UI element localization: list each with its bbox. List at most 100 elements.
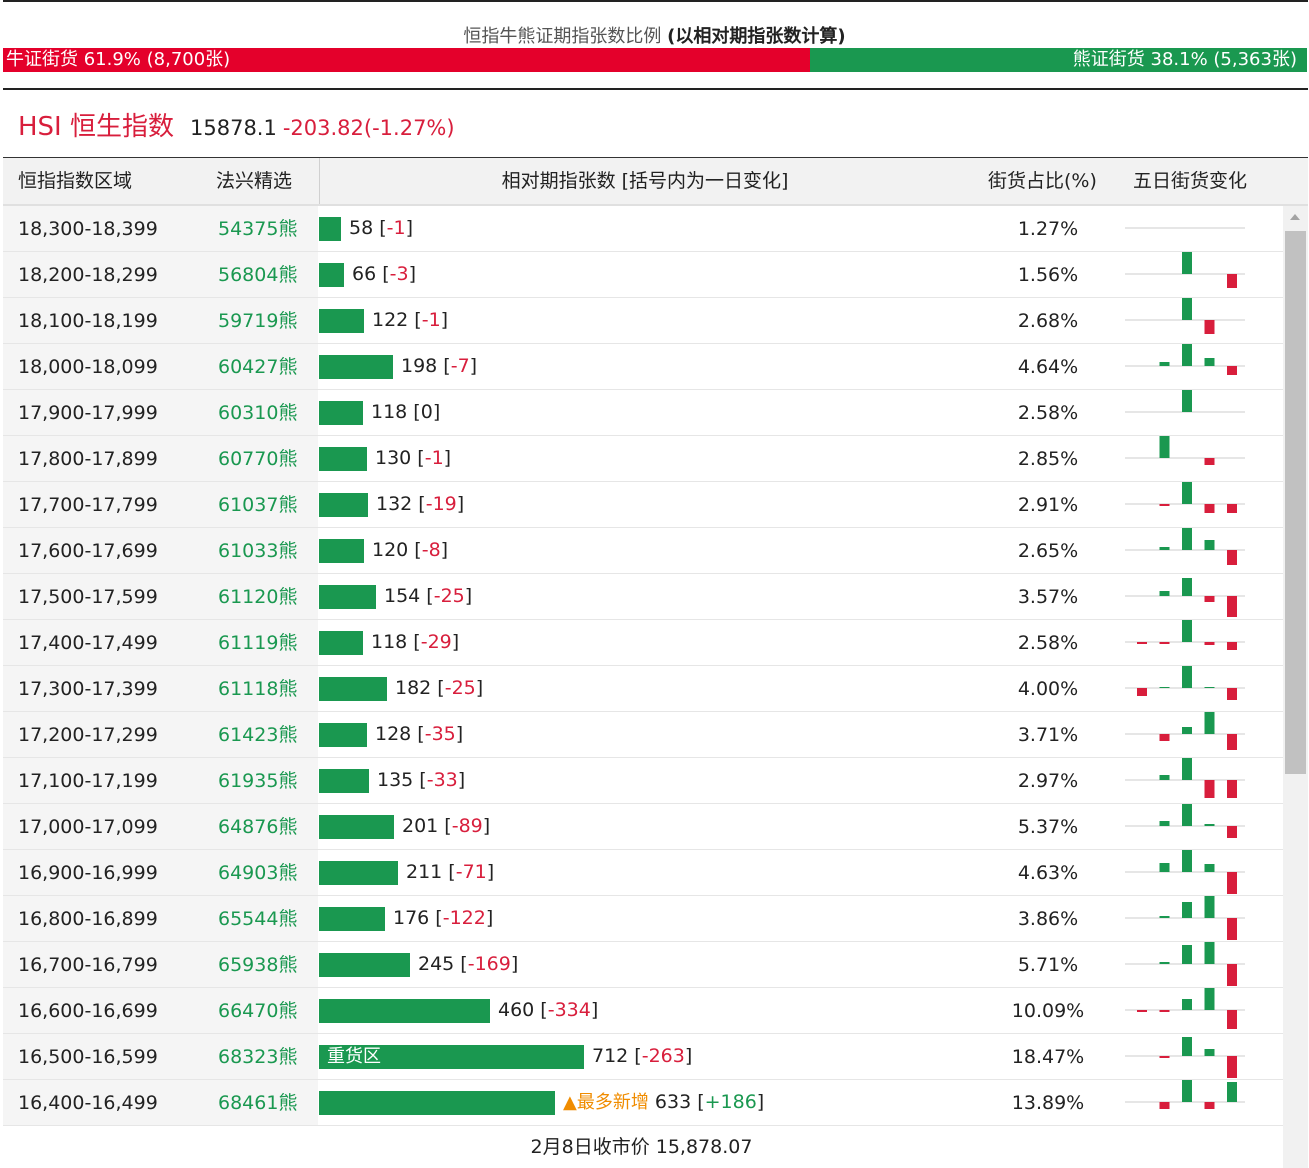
pick-link[interactable]: 65544熊 <box>218 908 298 930</box>
table-row: 17,100-17,199 61935熊 135 [-33] 2.97% <box>3 758 1283 804</box>
pick-link[interactable]: 60770熊 <box>218 448 298 470</box>
vertical-scrollbar[interactable] <box>1283 206 1308 1168</box>
count-delta: -19 <box>425 493 457 515</box>
trend-bar <box>1227 596 1237 617</box>
count-cell: 154 [-25] <box>319 574 969 619</box>
trend-bar <box>1182 1080 1192 1102</box>
count-bar <box>319 309 364 333</box>
range-cell: 17,200-17,299 <box>3 712 198 757</box>
count-bar <box>319 953 410 977</box>
trend-bar <box>1159 591 1170 596</box>
trend-sparkbars <box>1125 712 1245 750</box>
range-text: 17,000-17,099 <box>18 816 158 838</box>
count-bar: 重货区 <box>319 1045 584 1069</box>
count-cell: 135 [-33] <box>319 758 969 803</box>
range-text: 17,900-17,999 <box>18 402 158 424</box>
pick-link[interactable]: 61119熊 <box>218 632 298 654</box>
trend-bar <box>1227 366 1237 375</box>
pick-cell: 61118熊 <box>198 666 318 711</box>
count-value: 118 <box>371 631 408 653</box>
range-cell: 17,000-17,099 <box>3 804 198 849</box>
range-text: 18,100-18,199 <box>18 310 158 332</box>
scrollbar-thumb[interactable] <box>1285 231 1306 774</box>
trend-bar <box>1204 896 1215 918</box>
count-delta: -1 <box>386 217 406 239</box>
pct-cell: 5.37% <box>1017 816 1079 838</box>
pick-link[interactable]: 61935熊 <box>218 770 298 792</box>
pick-link[interactable]: 61037熊 <box>218 494 298 516</box>
five-day-trend <box>1125 574 1245 619</box>
count-text: 211 [-71] <box>406 861 495 883</box>
five-day-trend <box>1125 758 1245 803</box>
pick-cell: 61935熊 <box>198 758 318 803</box>
trend-bar <box>1159 547 1170 550</box>
pick-link[interactable]: 64876熊 <box>218 816 298 838</box>
count-value: 154 <box>384 585 421 607</box>
count-text: 712 [-263] <box>592 1045 693 1067</box>
range-text: 18,000-18,099 <box>18 356 158 378</box>
count-text: ▲最多新增 633 [+186] <box>563 1091 765 1113</box>
table-row: 16,400-16,499 68461熊 ▲最多新增 633 [+186] 13.89… <box>3 1080 1283 1126</box>
pick-link[interactable]: 61120熊 <box>218 586 298 608</box>
count-delta: -35 <box>424 723 456 745</box>
pick-link[interactable]: 68323熊 <box>218 1046 298 1068</box>
ratio-title: 恒指牛熊证期指张数比例 (以相对期指张数计算) <box>0 22 1309 48</box>
range-text: 17,800-17,899 <box>18 448 158 470</box>
trend-bar <box>1182 578 1192 596</box>
pct-cell: 2.91% <box>1017 494 1079 516</box>
range-cell: 16,500-16,599 <box>3 1034 198 1079</box>
table-row: 17,500-17,599 61120熊 154 [-25] 3.57% <box>3 574 1283 620</box>
trend-bar <box>1159 1102 1170 1109</box>
trend-bar <box>1159 687 1170 688</box>
count-text: 118 [-29] <box>371 631 460 653</box>
bull-bear-ratio-bar: 牛证街货 61.9% (8,700张) 熊证街货 38.1% (5,363张) <box>3 48 1307 72</box>
count-value: 460 <box>498 999 535 1021</box>
count-delta: -8 <box>421 539 441 561</box>
trend-sparkbars <box>1125 620 1245 650</box>
scroll-up-arrow-icon[interactable] <box>1290 214 1300 220</box>
pick-link[interactable]: 60310熊 <box>218 402 298 424</box>
pick-link[interactable]: 60427熊 <box>218 356 298 378</box>
table-row: 18,200-18,299 56804熊 66 [-3] 1.56% <box>3 252 1283 298</box>
pct-cell: 2.58% <box>1017 632 1079 654</box>
count-delta: -3 <box>389 263 409 285</box>
range-cell: 17,300-17,399 <box>3 666 198 711</box>
pick-link[interactable]: 59719熊 <box>218 310 298 332</box>
count-bar <box>319 263 344 287</box>
count-bar <box>319 585 376 609</box>
count-cell: ▲最多新增 633 [+186] <box>319 1080 969 1125</box>
pick-link[interactable]: 64903熊 <box>218 862 298 884</box>
trend-bar <box>1204 1102 1215 1109</box>
pct-cell: 3.86% <box>1017 908 1079 930</box>
header-pick: 法兴精选 <box>216 170 293 192</box>
pick-link[interactable]: 54375熊 <box>218 218 298 240</box>
pick-link[interactable]: 56804熊 <box>218 264 298 286</box>
trend-bar <box>1159 863 1170 872</box>
ratio-title-sub: (以相对期指张数计算) <box>667 26 846 47</box>
pick-link[interactable]: 68461熊 <box>218 1092 298 1114</box>
count-cell: 460 [-334] <box>319 988 969 1033</box>
pick-link[interactable]: 61423熊 <box>218 724 298 746</box>
count-delta: -1 <box>424 447 444 469</box>
trend-bar <box>1159 821 1170 826</box>
trend-bar <box>1227 780 1237 798</box>
table-row: 16,700-16,799 65938熊 245 [-169] 5.71% <box>3 942 1283 988</box>
five-day-trend <box>1125 206 1245 251</box>
pick-link[interactable]: 66470熊 <box>218 1000 298 1022</box>
range-text: 16,900-16,999 <box>18 862 158 884</box>
pick-cell: 65544熊 <box>198 896 318 941</box>
pick-link[interactable]: 61118熊 <box>218 678 298 700</box>
five-day-trend <box>1125 988 1245 1033</box>
index-name[interactable]: HSI 恒生指数 <box>18 112 174 142</box>
pick-cell: 68323熊 <box>198 1034 318 1079</box>
trend-bar <box>1159 436 1170 458</box>
range-text: 16,800-16,899 <box>18 908 158 930</box>
count-bar <box>319 861 398 885</box>
pick-link[interactable]: 65938熊 <box>218 954 298 976</box>
trend-sparkbars <box>1125 482 1245 513</box>
pick-link[interactable]: 61033熊 <box>218 540 298 562</box>
count-text: 122 [-1] <box>372 309 449 331</box>
trend-sparkbars <box>1125 298 1245 334</box>
pick-cell: 60770熊 <box>198 436 318 481</box>
count-delta: -25 <box>433 585 465 607</box>
